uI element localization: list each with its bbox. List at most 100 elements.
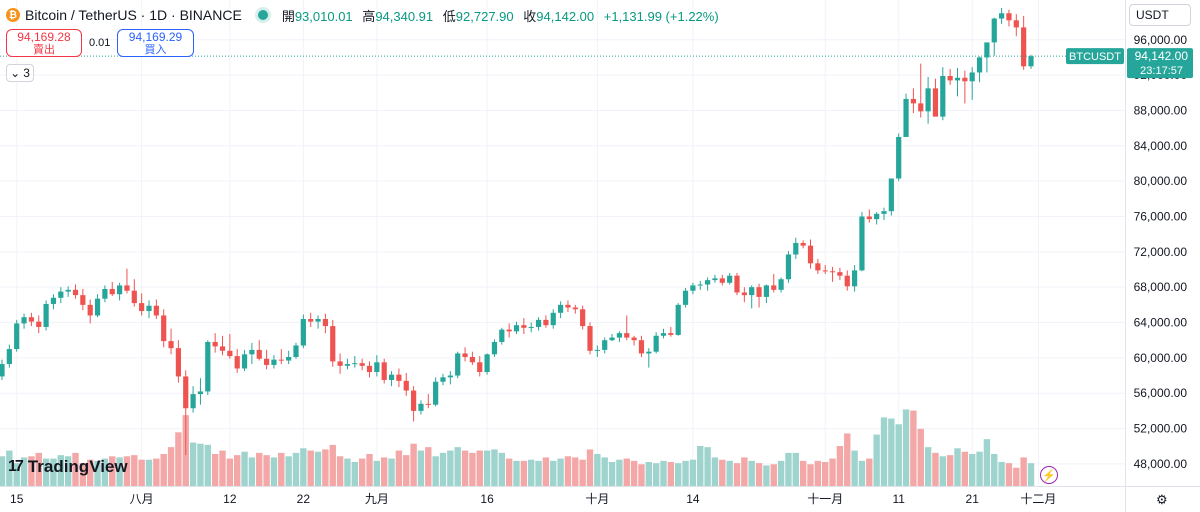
candle-body [418,403,424,411]
volume-bar [101,458,109,486]
volume-bar [799,460,807,486]
candle-body [763,285,769,297]
sell-button[interactable]: 94,169.28 賣出 [6,29,82,57]
candle-body [94,298,101,316]
volume-bar [851,450,858,486]
candle-body [28,317,34,322]
volume-bar [138,459,145,486]
candle-body [1028,56,1034,67]
volume-bar [461,450,469,486]
volume-bar [403,455,410,486]
candle-body [976,57,983,73]
volume-bar [131,455,138,486]
volume-bar [160,454,167,486]
volume-bar [226,458,234,486]
volume-bar [844,433,851,486]
buy-button[interactable]: 94,169.29 買入 [117,29,194,57]
y-tick-label: 52,000.00 [1134,422,1188,436]
candle-body [558,304,564,313]
volume-bar [579,459,586,486]
lightning-icon[interactable]: ⚡ [1040,466,1058,484]
candle-body [352,363,358,365]
candle-body [543,319,549,326]
volume-bar [498,452,505,486]
volume-bar [94,460,101,486]
candle-body [256,349,262,359]
tradingview-logo-icon: 17 [8,458,24,475]
candle-body [528,326,534,328]
candle-body [109,288,115,295]
volume-bar [241,451,248,486]
volume-bar [35,452,42,486]
candle-body [521,325,527,328]
volume-bar [13,463,20,486]
volume-bar [991,454,998,486]
candle-body [954,77,961,81]
tradingview-logo[interactable]: 17 TradingView [8,457,128,477]
currency-select[interactable]: USDT [1129,4,1191,26]
gear-icon[interactable]: ⚙ [1156,492,1168,507]
market-status-icon[interactable] [257,10,268,20]
volume-bar [366,454,373,486]
volume-bar [623,458,630,486]
candle-body [609,337,615,341]
candle-body [227,350,233,357]
buy-price: 94,169.29 [128,30,183,44]
volume-bar [638,464,645,486]
candle-body [594,349,600,351]
candle-body [366,365,373,373]
candle-body [440,377,446,382]
candle-body [65,289,71,292]
volume-bar [528,459,535,486]
volume-bar [792,452,799,486]
volume-bar [153,458,160,486]
candle-body [455,353,461,376]
y-tick-label: 64,000.00 [1134,316,1188,330]
candle-body [168,341,174,349]
volume-bar [447,450,454,486]
volume-bar [910,410,917,486]
volume-bar [116,457,123,486]
candle-body [837,272,843,276]
volume-bar [866,458,873,486]
candle-body [800,243,806,246]
candle-body [1021,27,1027,67]
volume-bar [410,443,417,486]
candle-body [874,213,880,220]
volume-bar [123,456,131,486]
last-price-tag [1127,48,1193,79]
candle-body [462,353,468,357]
volume-bar [586,449,594,486]
x-tick-label: 八月 [130,492,154,506]
y-tick-label: 80,000.00 [1134,174,1188,188]
candle-body [447,375,453,378]
volume-bar [689,459,697,486]
volume-bar [417,450,425,486]
indicators-toggle-button[interactable]: ⌄ 3 [6,64,34,82]
volume-bar [344,458,351,486]
candle-body [624,333,630,338]
candle-body [425,403,431,405]
volume-bar [388,458,395,486]
volume-bar [505,458,513,486]
candle-body [749,287,755,296]
y-tick-label: 48,000.00 [1134,457,1188,471]
indicator-count: 3 [23,66,30,80]
countdown-label: 23:17:57 [1140,65,1183,77]
volume-bar [932,452,939,486]
volume-bar [652,463,660,486]
symbol-title[interactable]: Bitcoin / TetherUS · 1D · BINANCE [25,7,242,23]
volume-bar [278,452,285,486]
volume-bar [616,459,623,486]
volume-bar [535,460,542,486]
volume-bar [79,463,87,486]
volume-bar [998,462,1005,486]
candle-body [793,243,799,255]
volume-bar [248,457,256,486]
candle-body [903,98,909,137]
volume-bar [682,460,689,486]
candle-body [844,275,850,287]
volume-bar [42,458,50,486]
volume-bar [608,462,616,486]
